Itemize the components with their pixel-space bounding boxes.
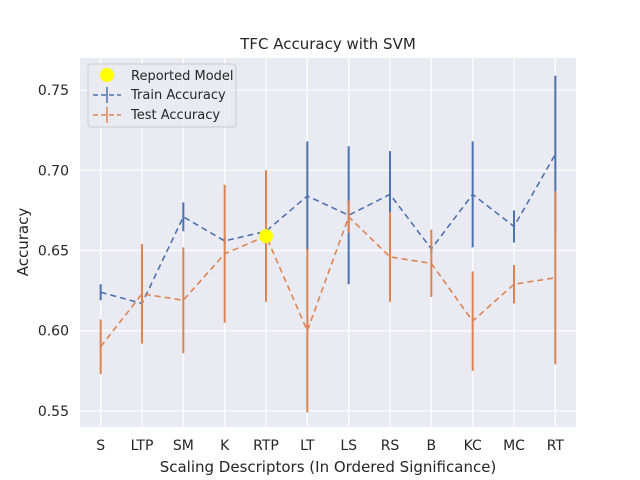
train-series-line xyxy=(100,153,557,305)
y-tick-label: 0.70 xyxy=(38,163,69,179)
chart-title: TFC Accuracy with SVM xyxy=(239,35,416,53)
x-tick-label: SM xyxy=(173,438,194,454)
highlight-group xyxy=(259,229,273,244)
legend-box xyxy=(87,63,237,128)
x-tick-label: RTP xyxy=(253,438,279,454)
x-tick-label: K xyxy=(220,438,230,454)
legend-test-marker xyxy=(93,107,121,123)
y-axis-label: Accuracy xyxy=(14,208,32,277)
legend-reported-model-label: Reported Model xyxy=(131,69,234,84)
x-tick-label: B xyxy=(427,438,437,454)
x-tick-label: RT xyxy=(547,438,565,454)
x-tick-label: MC xyxy=(503,438,525,454)
legend-test-label: Test Accuracy xyxy=(130,108,220,123)
y-tick-label: 0.75 xyxy=(38,83,69,99)
x-tick-label: LS xyxy=(340,438,357,454)
x-axis-label: Scaling Descriptors (In Ordered Signific… xyxy=(160,458,497,476)
x-tick-labels: S LTP SM K RTP LT LS RS B KC MC RT xyxy=(96,438,564,454)
x-tick-label: LTP xyxy=(131,438,154,454)
x-tick-label: KC xyxy=(464,438,482,454)
x-tick-label: LT xyxy=(300,438,315,454)
test-series-line xyxy=(100,215,556,348)
y-tick-label: 0.65 xyxy=(38,244,69,260)
legend-train-marker xyxy=(93,87,121,103)
legend-reported-model-marker xyxy=(100,68,114,82)
legend: Reported Model Train Accuracy Test Accur… xyxy=(87,63,237,128)
y-tick-labels: 0.55 0.60 0.65 0.70 0.75 xyxy=(38,83,69,420)
y-tick-label: 0.60 xyxy=(38,324,69,340)
reported-model-marker xyxy=(259,229,273,244)
x-tick-label: RS xyxy=(381,438,400,454)
y-tick-label: 0.55 xyxy=(38,404,69,420)
legend-train-label: Train Accuracy xyxy=(130,88,226,103)
x-tick-label: S xyxy=(96,438,105,454)
test-series xyxy=(99,170,557,413)
